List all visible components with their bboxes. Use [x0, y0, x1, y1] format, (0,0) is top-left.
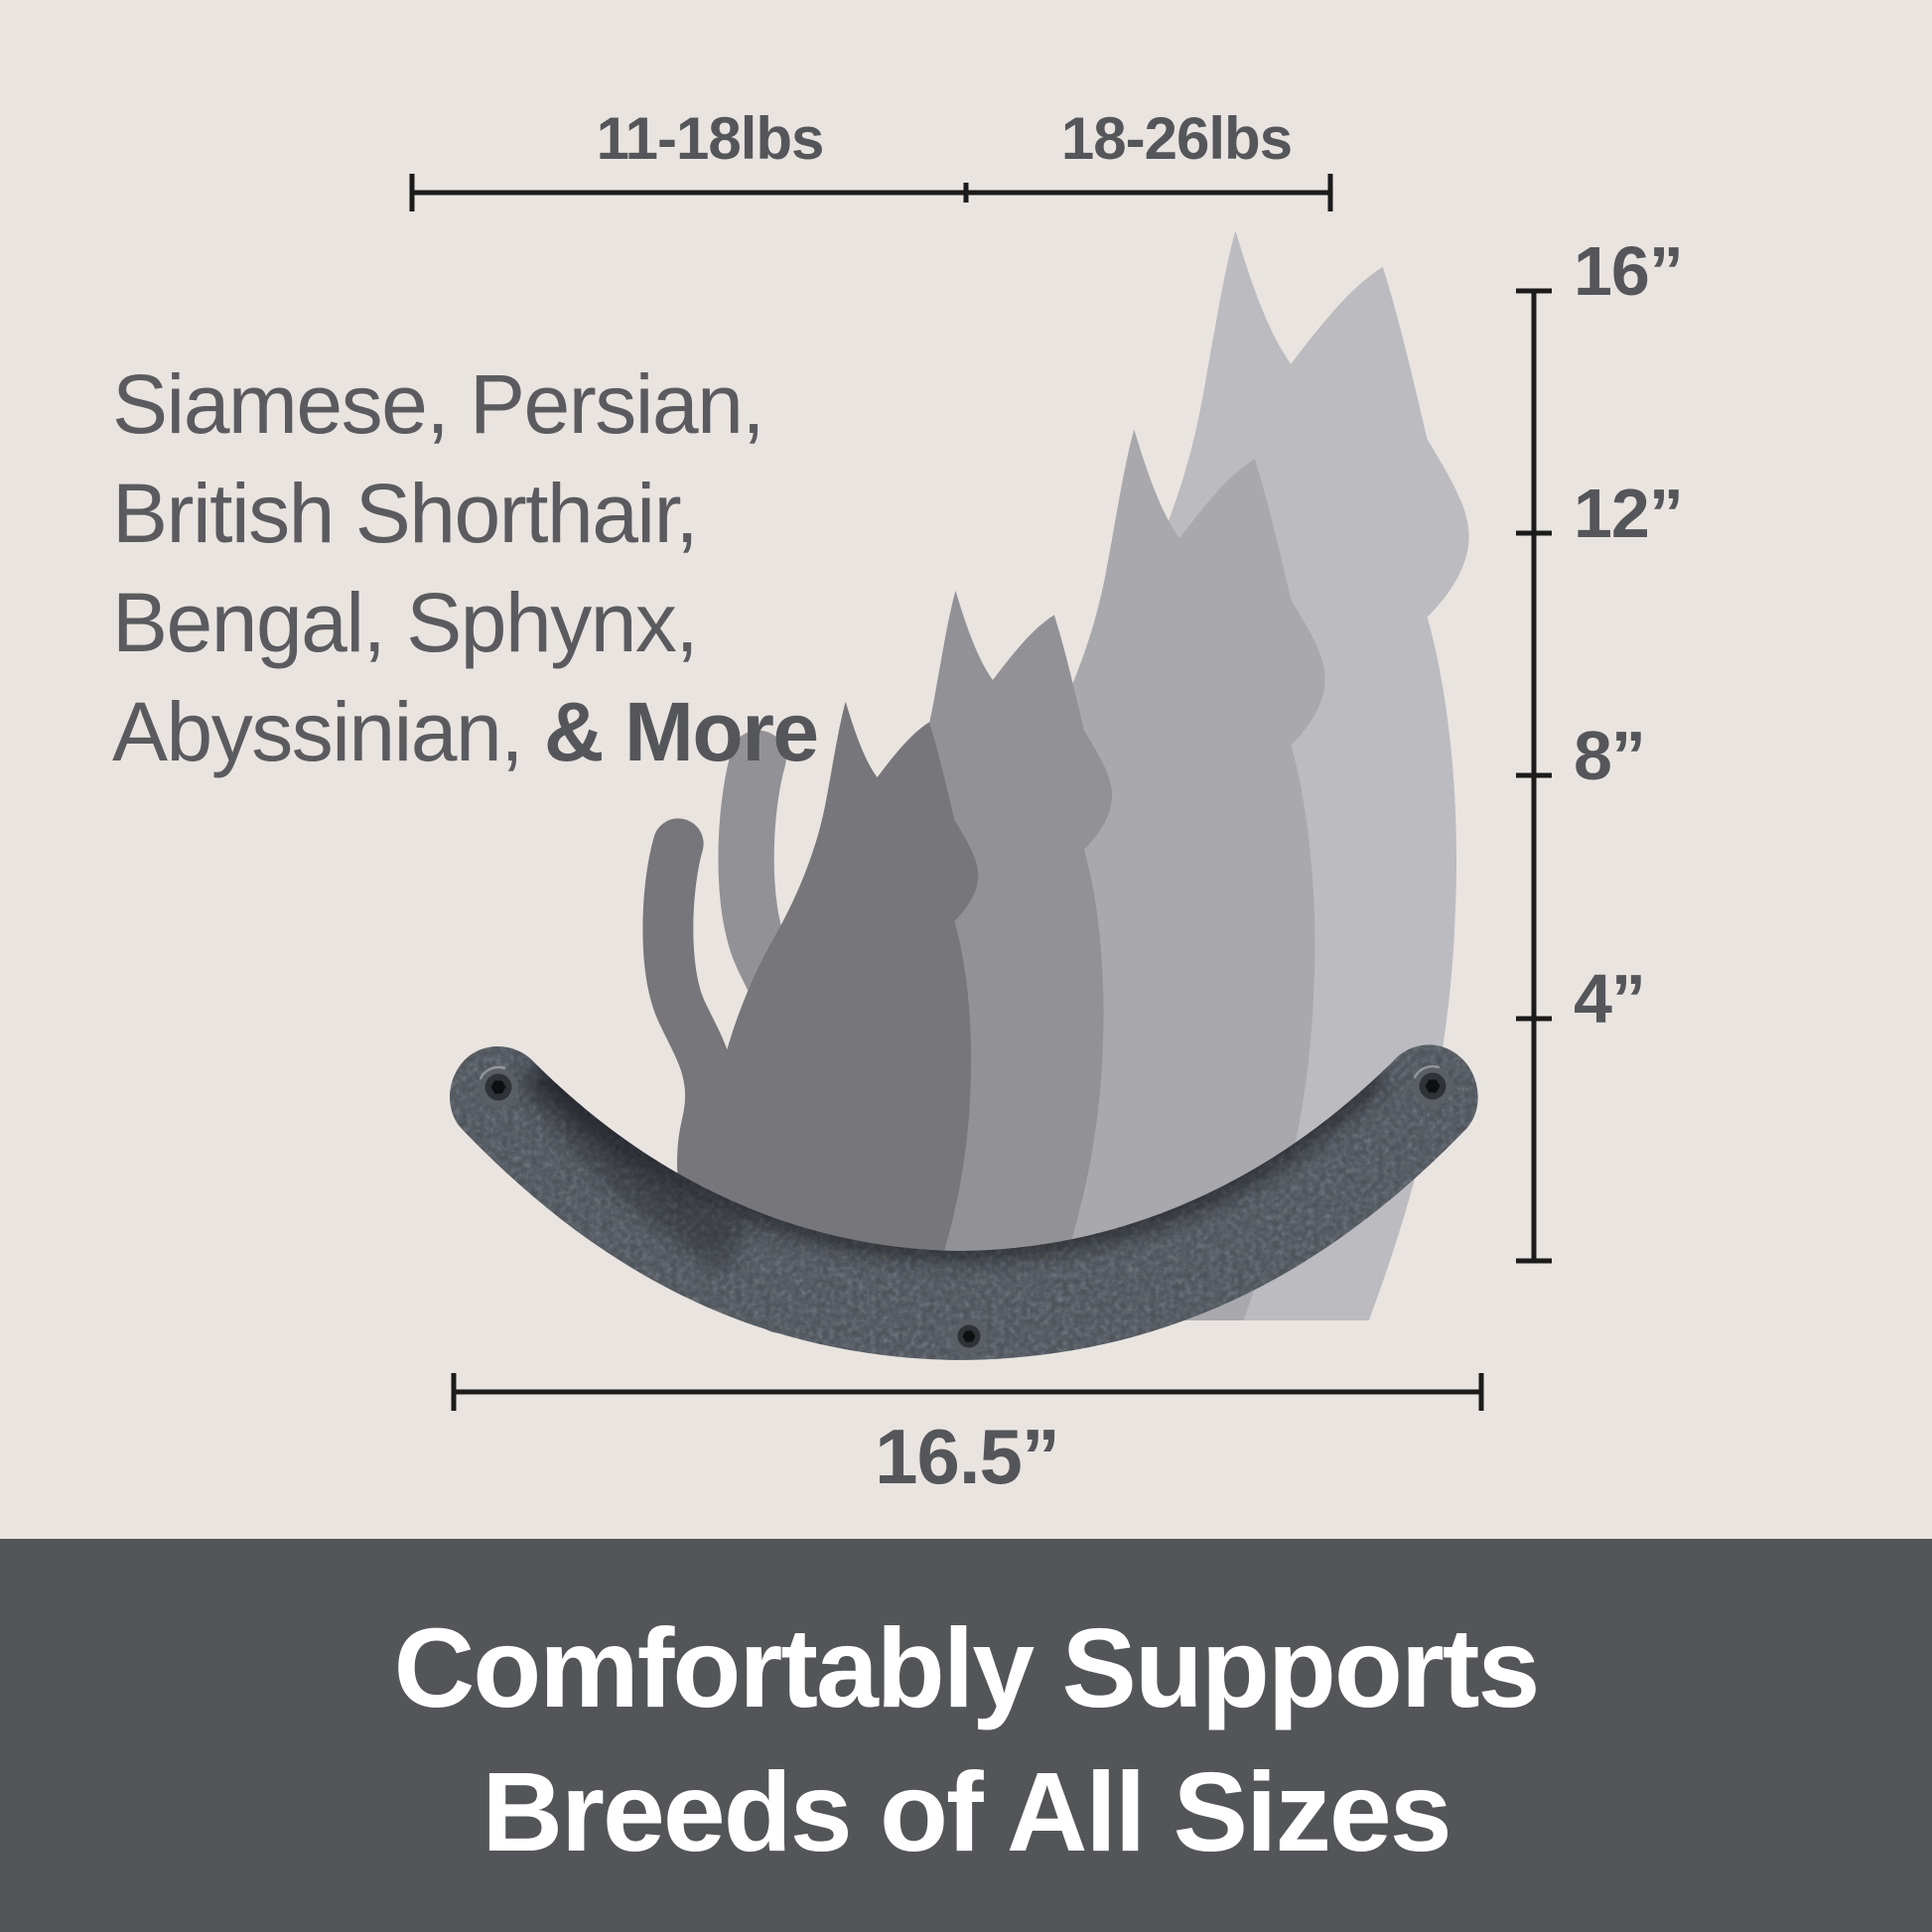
width-dimension-label: 16.5”	[875, 1413, 1060, 1500]
breed-list-emphasis: & More	[543, 685, 819, 778]
weight-range-label-right: 18-26lbs	[1060, 105, 1293, 172]
mounting-screw-icon-bottom	[952, 1319, 986, 1353]
weight-scale-line	[409, 174, 1333, 211]
breed-list: Siamese, Persian, British Shorthair, Ben…	[112, 349, 819, 786]
banner-caption: Comfortably Supports Breeds of All Sizes	[0, 1539, 1932, 1932]
banner-caption-line: Breeds of All Sizes	[482, 1749, 1451, 1874]
perch-felt	[450, 1044, 1478, 1360]
ruler-tick-label-16in: 16”	[1574, 232, 1684, 310]
mounting-screw-icon-right	[1411, 1064, 1454, 1108]
width-dimension-line	[451, 1373, 1484, 1411]
weight-range-label-left: 11-18lbs	[596, 105, 825, 172]
height-ruler-line	[1516, 288, 1552, 1264]
ruler-tick-label-8in: 8”	[1574, 717, 1646, 794]
ruler-tick-label-12in: 12”	[1574, 475, 1684, 552]
perch-tip-shadow	[515, 1048, 749, 1272]
ruler-tick-label-4in: 4”	[1574, 960, 1646, 1037]
mounting-screw-icon-left	[477, 1065, 520, 1109]
breed-list-line: Abyssinian, & More	[112, 685, 819, 778]
breed-list-line: Siamese, Persian,	[112, 357, 765, 451]
banner-caption-line: Comfortably Supports	[393, 1605, 1541, 1730]
breed-list-line: Bengal, Sphynx,	[112, 576, 699, 669]
breed-list-line: British Shorthair,	[112, 467, 699, 560]
